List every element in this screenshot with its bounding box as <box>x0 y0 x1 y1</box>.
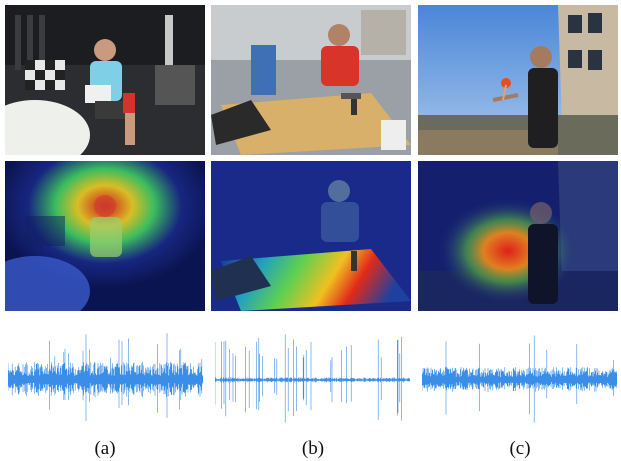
caption-c: (c) <box>509 438 531 459</box>
photo-b <box>211 5 411 155</box>
waveform-c <box>422 335 617 423</box>
photo-c <box>418 5 618 155</box>
heatmap-c <box>418 161 618 311</box>
photo-a <box>5 5 205 155</box>
caption-b: (b) <box>301 438 325 459</box>
waveform-b <box>215 334 410 423</box>
heatmap-a <box>5 161 205 311</box>
caption-a: (a) <box>94 438 116 459</box>
waveform-a <box>8 333 203 421</box>
heatmap-b <box>211 161 411 311</box>
